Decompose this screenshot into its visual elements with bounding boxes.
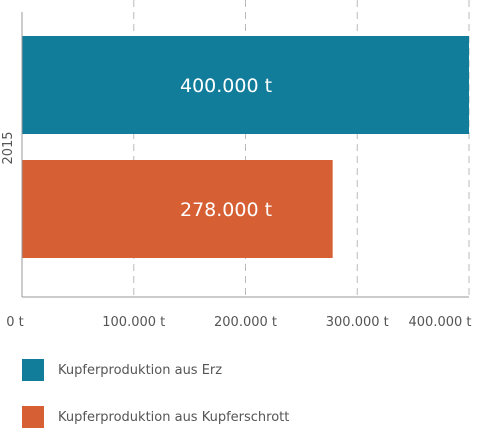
- bar-erz: [22, 36, 469, 134]
- legend-swatch-kupferschrott: [22, 406, 44, 428]
- legend-label-erz: Kupferproduktion aus Erz: [58, 362, 223, 378]
- legend-label-kupferschrott: Kupferproduktion aus Kupferschrott: [58, 409, 290, 425]
- legend-item-erz: Kupferproduktion aus Erz: [22, 359, 222, 381]
- x-tick-label-2: 200.000 t: [214, 315, 277, 330]
- bar-value-label-1: 278.000 t: [180, 199, 272, 221]
- legend-swatch-erz: [22, 359, 44, 381]
- x-tick-label-1: 100.000 t: [102, 315, 165, 330]
- x-tick-label-4: 400.000 t: [409, 315, 472, 330]
- bar-value-label-0: 400.000 t: [180, 75, 272, 97]
- legend-item-kupferschrott: Kupferproduktion aus Kupferschrott: [22, 406, 289, 428]
- y-category-label: 2015: [1, 131, 16, 164]
- x-tick-label-0: 0 t: [6, 315, 24, 330]
- x-tick-label-3: 300.000 t: [326, 315, 389, 330]
- bar-kupferschrott: [22, 160, 333, 258]
